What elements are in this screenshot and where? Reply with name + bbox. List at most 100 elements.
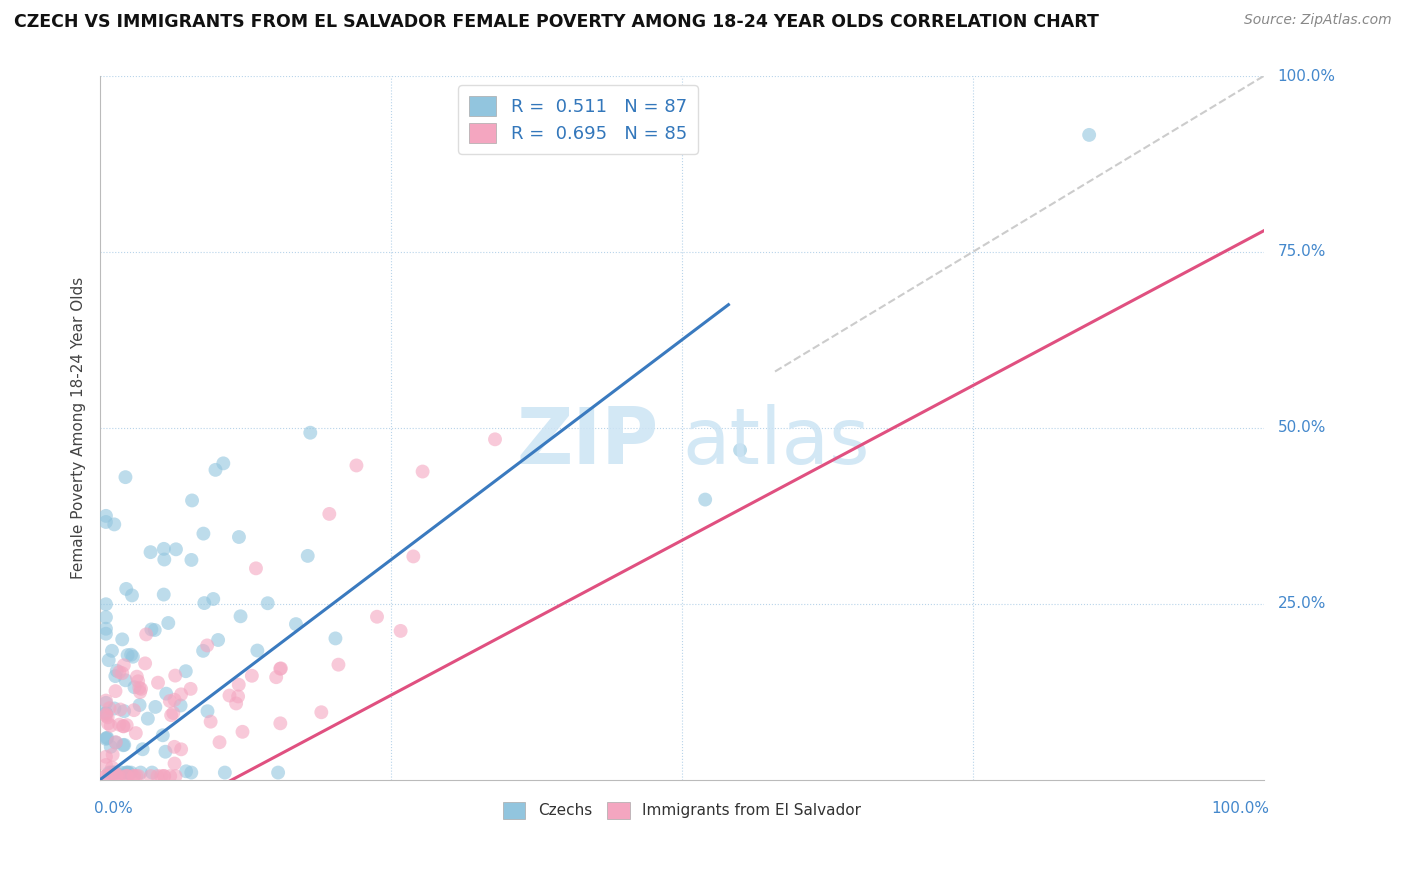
Point	[117, 765, 139, 780]
Point	[108, 717, 131, 731]
Point	[112, 738, 135, 752]
Point	[117, 769, 139, 783]
Point	[108, 665, 131, 679]
Point	[112, 704, 135, 718]
Point	[170, 687, 193, 701]
Point	[136, 712, 159, 726]
Point	[152, 728, 174, 742]
Point	[129, 765, 152, 780]
Point	[105, 769, 128, 783]
Legend: Czechs, Immigrants from El Salvador: Czechs, Immigrants from El Salvador	[496, 796, 868, 825]
Point	[98, 769, 121, 783]
Point	[270, 661, 292, 675]
Point	[131, 742, 153, 756]
Point	[94, 626, 117, 640]
Point	[94, 708, 117, 723]
Point	[101, 765, 124, 780]
Point	[120, 648, 142, 662]
Point	[146, 769, 169, 783]
Point	[104, 669, 127, 683]
Point	[104, 735, 127, 749]
Point	[94, 769, 117, 783]
Point	[197, 704, 219, 718]
Point	[269, 716, 291, 731]
Point	[159, 694, 181, 708]
Point	[208, 735, 231, 749]
Point	[97, 716, 120, 731]
Point	[94, 758, 117, 772]
Point	[115, 769, 138, 783]
Point	[180, 553, 202, 567]
Point	[111, 666, 134, 681]
Point	[311, 705, 333, 719]
Point	[163, 739, 186, 754]
Point	[96, 731, 118, 745]
Point	[728, 443, 751, 458]
Point	[1078, 128, 1101, 142]
Point	[150, 769, 173, 783]
Point	[94, 610, 117, 624]
Point	[402, 549, 425, 564]
Y-axis label: Female Poverty Among 18-24 Year Olds: Female Poverty Among 18-24 Year Olds	[72, 277, 86, 579]
Point	[141, 765, 163, 780]
Point	[112, 719, 135, 733]
Point	[139, 545, 162, 559]
Point	[117, 765, 139, 780]
Point	[193, 526, 215, 541]
Point	[202, 592, 225, 607]
Point	[163, 756, 186, 771]
Point	[153, 541, 176, 556]
Point	[139, 769, 162, 783]
Point	[94, 597, 117, 611]
Point	[155, 745, 177, 759]
Point	[163, 693, 186, 707]
Point	[157, 615, 180, 630]
Point	[159, 769, 181, 783]
Point	[94, 696, 117, 710]
Text: Source: ZipAtlas.com: Source: ZipAtlas.com	[1244, 13, 1392, 28]
Point	[100, 739, 122, 754]
Point	[207, 632, 229, 647]
Point	[104, 765, 127, 780]
Point	[180, 681, 202, 696]
Point	[129, 685, 152, 699]
Point	[128, 681, 150, 695]
Point	[122, 703, 145, 717]
Point	[695, 492, 717, 507]
Point	[94, 731, 117, 746]
Point	[94, 515, 117, 529]
Point	[110, 702, 132, 716]
Point	[162, 706, 184, 720]
Point	[195, 639, 218, 653]
Point	[103, 701, 125, 715]
Point	[94, 508, 117, 523]
Text: 25.0%: 25.0%	[1278, 596, 1326, 611]
Point	[218, 689, 240, 703]
Point	[125, 670, 148, 684]
Point	[328, 657, 350, 672]
Text: 75.0%: 75.0%	[1278, 244, 1326, 260]
Point	[115, 582, 138, 596]
Point	[114, 673, 136, 688]
Point	[101, 747, 124, 762]
Point	[256, 596, 278, 610]
Text: CZECH VS IMMIGRANTS FROM EL SALVADOR FEMALE POVERTY AMONG 18-24 YEAR OLDS CORREL: CZECH VS IMMIGRANTS FROM EL SALVADOR FEM…	[14, 13, 1099, 31]
Point	[105, 664, 128, 678]
Point	[267, 765, 290, 780]
Point	[94, 706, 117, 721]
Point	[264, 670, 287, 684]
Point	[225, 697, 247, 711]
Point	[94, 769, 117, 783]
Point	[101, 644, 124, 658]
Point	[115, 769, 138, 783]
Point	[100, 765, 122, 780]
Point	[98, 701, 121, 715]
Point	[169, 698, 191, 713]
Text: atlas: atlas	[682, 404, 869, 480]
Point	[122, 769, 145, 783]
Point	[141, 623, 163, 637]
Point	[269, 662, 291, 676]
Point	[121, 588, 143, 602]
Text: 100.0%: 100.0%	[1212, 801, 1270, 815]
Point	[204, 463, 226, 477]
